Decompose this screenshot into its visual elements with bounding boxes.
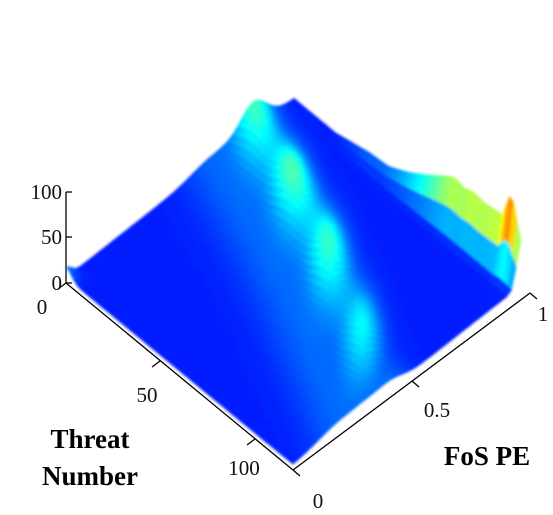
surface-facet: [288, 456, 299, 465]
x-tick-mark-0: [292, 469, 301, 477]
z-tick-label-100: 100: [31, 180, 63, 204]
x-tick-label-0.5: 0.5: [424, 398, 450, 422]
x-axis-title: FoS PE: [444, 441, 530, 471]
y-tick-mark-50: [151, 360, 161, 368]
y-tick-label-0: 0: [37, 295, 48, 319]
y-tick-label-50: 50: [137, 383, 158, 407]
y-tick-label-100: 100: [228, 456, 260, 480]
x-axis-fos-pe: 0 0.5 1: [292, 292, 549, 513]
surface-mesh: [65, 97, 522, 465]
z-axis: 0 50 100: [31, 180, 72, 295]
x-axis-line: [292, 292, 531, 471]
y-tick-mark-0: [57, 282, 67, 290]
z-tick-label-0: 0: [52, 271, 63, 295]
z-tick-label-50: 50: [41, 225, 62, 249]
y-axis-title-line-1: Threat: [51, 424, 130, 454]
x-tick-mark-1: [529, 292, 538, 300]
y-axis-line: [65, 282, 294, 471]
y-tick-mark-100: [246, 438, 256, 446]
y-axis-threat-number: 0 50 100: [37, 282, 294, 480]
y-axis-title-line-2: Number: [42, 461, 138, 491]
x-tick-label-0: 0: [313, 489, 324, 513]
x-tick-label-1: 1: [538, 302, 549, 326]
x-tick-mark-0.5: [411, 380, 420, 388]
